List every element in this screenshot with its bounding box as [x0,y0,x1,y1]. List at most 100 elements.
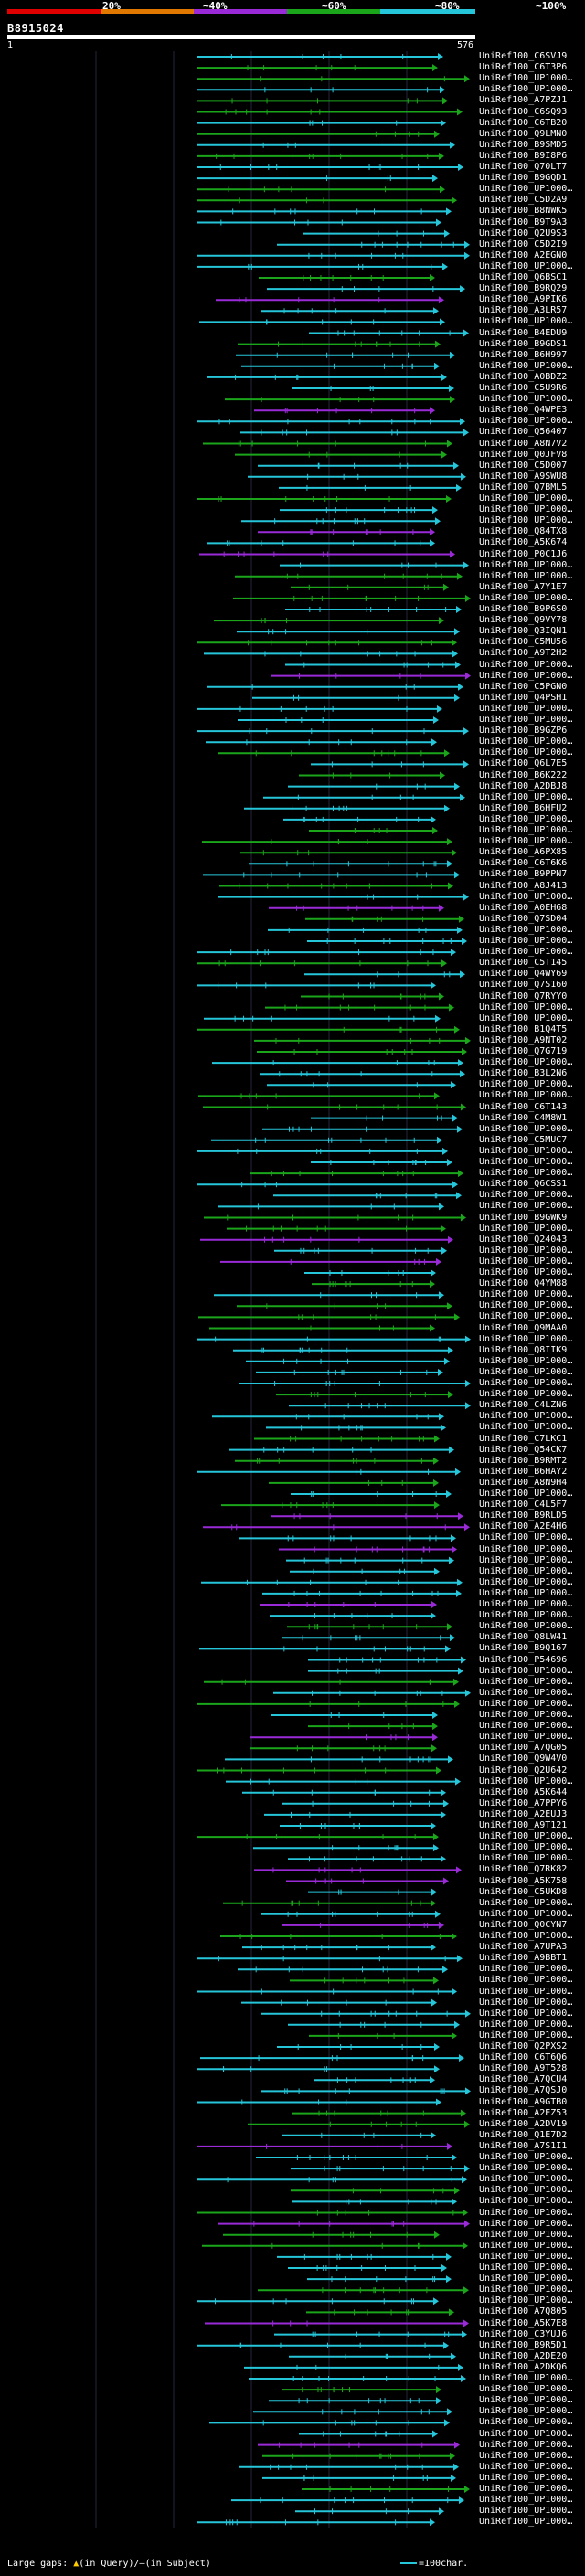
hit-label[interactable]: UniRef100_C5MUC7 [479,1134,568,1145]
hit-label[interactable]: UniRef100_UP1000… [479,2174,573,2185]
hit-label[interactable]: UniRef100_Q0JFV8 [479,449,568,460]
hit-label[interactable]: UniRef100_C5D2A9 [479,195,568,206]
hit-label[interactable]: UniRef100_UP1000… [479,2284,573,2295]
hit-label[interactable]: UniRef100_Q7G719 [479,1046,568,1056]
hit-label[interactable]: UniRef100_UP1000… [479,2384,573,2395]
hit-label[interactable]: UniRef100_Q8LW41 [479,1632,568,1643]
hit-label[interactable]: UniRef100_UP1000… [479,1897,573,1908]
hit-label[interactable]: UniRef100_UP1000… [479,1842,573,1853]
hit-label[interactable]: UniRef100_B8NWK5 [479,206,568,217]
hit-label[interactable]: UniRef100_Q2U9S3 [479,228,568,239]
hit-label[interactable]: UniRef100_UP1000… [479,2406,573,2417]
hit-label[interactable]: UniRef100_Q6L7E5 [479,758,568,769]
hit-label[interactable]: UniRef100_Q2PXS2 [479,2041,568,2051]
hit-label[interactable]: UniRef100_Q24043 [479,1234,568,1245]
hit-label[interactable]: UniRef100_B9I8P6 [479,150,568,161]
hit-label[interactable]: UniRef100_UP1000… [479,394,573,405]
hit-label[interactable]: UniRef100_UP1000… [479,1366,573,1377]
hit-label[interactable]: UniRef100_UP1000… [479,737,573,747]
hit-label[interactable]: UniRef100_A8N7V2 [479,438,568,449]
hit-label[interactable]: UniRef100_UP1000… [479,1665,573,1676]
hit-label[interactable]: UniRef100_UP1000… [479,260,573,271]
hit-label[interactable]: UniRef100_A9NT02 [479,1034,568,1045]
hit-label[interactable]: UniRef100_B4EDU9 [479,327,568,338]
hit-label[interactable]: UniRef100_UP1000… [479,703,573,714]
hit-label[interactable]: UniRef100_UP1000… [479,2439,573,2450]
hit-label[interactable]: UniRef100_C5U9R6 [479,383,568,393]
hit-label[interactable]: UniRef100_B9GDS1 [479,338,568,349]
hit-label[interactable]: UniRef100_UP1000… [479,2207,573,2218]
hit-label[interactable]: UniRef100_B9R5D1 [479,2339,568,2350]
hit-label[interactable]: UniRef100_C6T143 [479,1101,568,1112]
hit-label[interactable]: UniRef100_B9RLD5 [479,1511,568,1521]
hit-label[interactable]: UniRef100_UP1000… [479,836,573,847]
hit-label[interactable]: UniRef100_UP1000… [479,825,573,835]
hit-label[interactable]: UniRef100_UP1000… [479,1223,573,1234]
hit-label[interactable]: UniRef100_UP1000… [479,1123,573,1134]
hit-label[interactable]: UniRef100_C4L5F7 [479,1500,568,1511]
hit-label[interactable]: UniRef100_UP1000… [479,1411,573,1422]
hit-label[interactable]: UniRef100_A5K7E8 [479,2317,568,2328]
hit-label[interactable]: UniRef100_UP1000… [479,2417,573,2428]
hit-label[interactable]: UniRef100_A7S1I1 [479,2140,568,2151]
hit-label[interactable]: UniRef100_Q7BML5 [479,482,568,493]
hit-label[interactable]: UniRef100_UP1000… [479,1300,573,1311]
hit-label[interactable]: UniRef100_Q2U642 [479,1765,568,1776]
hit-label[interactable]: UniRef100_UP1000… [479,2373,573,2383]
hit-label[interactable]: UniRef100_UP1000… [479,2019,573,2030]
hit-label[interactable]: UniRef100_UP1000… [479,1289,573,1300]
hit-label[interactable]: UniRef100_C5PGN0 [479,681,568,692]
hit-label[interactable]: UniRef100_A9T528 [479,2063,568,2074]
hit-label[interactable]: UniRef100_UP1000… [479,1543,573,1554]
hit-label[interactable]: UniRef100_UP1000… [479,1157,573,1167]
hit-label[interactable]: UniRef100_UP1000… [479,659,573,670]
hit-label[interactable]: UniRef100_UP1000… [479,924,573,935]
hit-label[interactable]: UniRef100_UP1000… [479,1532,573,1543]
hit-label[interactable]: UniRef100_UP1000… [479,747,573,758]
hit-label[interactable]: UniRef100_A8N9H4 [479,1477,568,1488]
hit-label[interactable]: UniRef100_A0BDZ2 [479,371,568,382]
hit-label[interactable]: UniRef100_UP1000… [479,1489,573,1499]
hit-label[interactable]: UniRef100_A0EH68 [479,902,568,913]
hit-label[interactable]: UniRef100_A7PZJ1 [479,95,568,106]
hit-label[interactable]: UniRef100_B9RQ29 [479,283,568,294]
hit-label[interactable]: UniRef100_A5K644 [479,1786,568,1797]
hit-label[interactable]: UniRef100_UP1000… [479,2185,573,2196]
hit-label[interactable]: UniRef100_A7Q805 [479,2306,568,2317]
hit-label[interactable]: UniRef100_UP1000… [479,2030,573,2041]
hit-label[interactable]: UniRef100_Q9VY78 [479,615,568,626]
hit-label[interactable]: UniRef100_A9SWU8 [479,471,568,482]
hit-label[interactable]: UniRef100_UP1000… [479,84,573,95]
hit-label[interactable]: UniRef100_A2EZ53 [479,2107,568,2118]
hit-label[interactable]: UniRef100_UP1000… [479,2263,573,2273]
hit-label[interactable]: UniRef100_B9GWK9 [479,1212,568,1223]
hit-label[interactable]: UniRef100_P0C1J6 [479,548,568,559]
hit-label[interactable]: UniRef100_UP1000… [479,1333,573,1344]
hit-label[interactable]: UniRef100_B9SMD5 [479,139,568,150]
hit-label[interactable]: UniRef100_UP1000… [479,1676,573,1687]
hit-label[interactable]: UniRef100_UP1000… [479,1090,573,1101]
hit-label[interactable]: UniRef100_UP1000… [479,1698,573,1709]
hit-label[interactable]: UniRef100_UP1000… [479,1964,573,1975]
hit-label[interactable]: UniRef100_A5K674 [479,537,568,548]
hit-label[interactable]: UniRef100_UP1000… [479,184,573,195]
hit-label[interactable]: UniRef100_C4LZN6 [479,1400,568,1411]
hit-label[interactable]: UniRef100_UP1000… [479,2229,573,2240]
hit-label[interactable]: UniRef100_B6HAY2 [479,1466,568,1477]
hit-label[interactable]: UniRef100_UP1000… [479,1975,573,1986]
hit-label[interactable]: UniRef100_A2DBJ8 [479,780,568,791]
hit-label[interactable]: UniRef100_C5UKD8 [479,1886,568,1897]
hit-label[interactable]: UniRef100_B9GQD1 [479,173,568,184]
hit-label[interactable]: UniRef100_Q4WY69 [479,969,568,980]
hit-label[interactable]: UniRef100_C6SVJ9 [479,51,568,61]
hit-label[interactable]: UniRef100_C5D007 [479,460,568,471]
hit-label[interactable]: UniRef100_UP1000… [479,1378,573,1388]
hit-label[interactable]: UniRef100_UP1000… [479,1931,573,1941]
hit-label[interactable]: UniRef100_A9PIK6 [479,294,568,305]
hit-label[interactable]: UniRef100_UP1000… [479,73,573,84]
hit-label[interactable]: UniRef100_B6K222 [479,769,568,780]
hit-label[interactable]: UniRef100_A7QSJ0 [479,2085,568,2096]
hit-label[interactable]: UniRef100_UP1000… [479,570,573,581]
hit-label[interactable]: UniRef100_A7QG05 [479,1743,568,1754]
hit-label[interactable]: UniRef100_UP1000… [479,1245,573,1256]
